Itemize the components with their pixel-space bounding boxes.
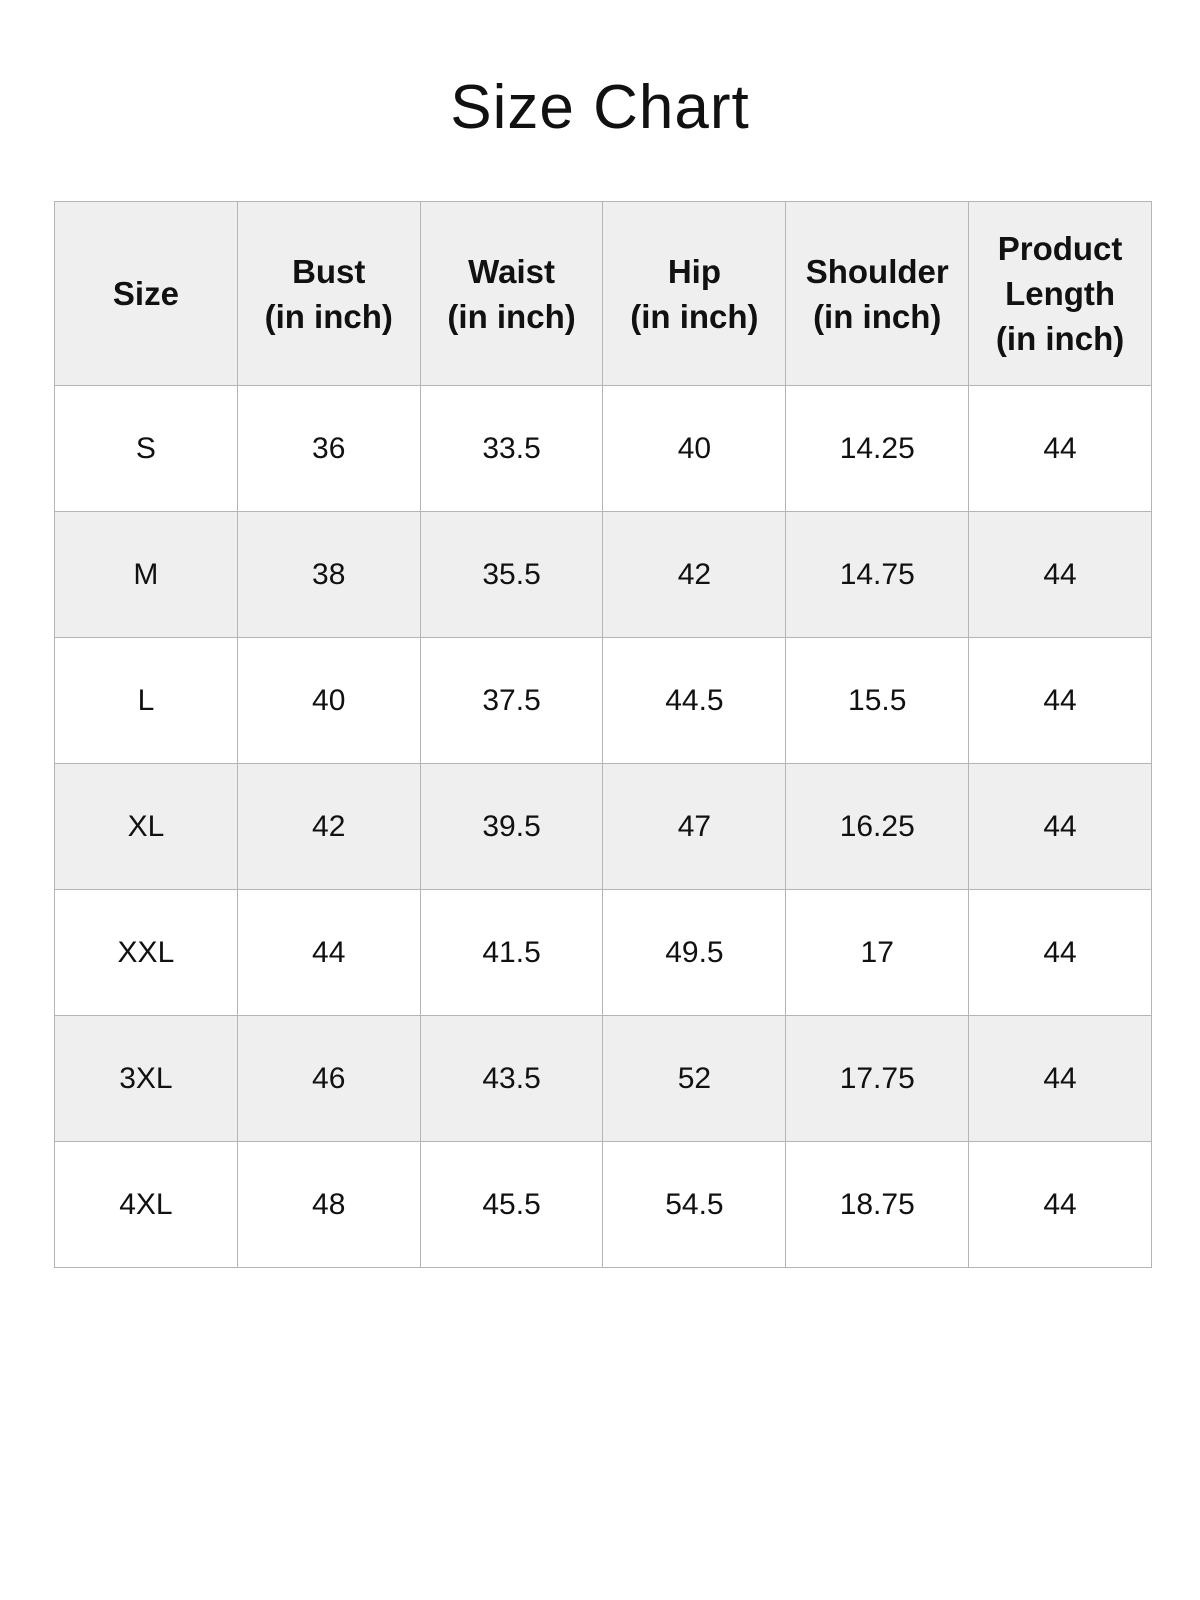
table-cell: 45.5 [419, 1141, 604, 1268]
table-cell: 33.5 [419, 385, 604, 512]
table-cell: 42 [236, 763, 421, 890]
table-cell: 43.5 [419, 1015, 604, 1142]
table-row: XXL 44 41.5 49.5 17 44 [54, 889, 1152, 1016]
table-cell: 17 [785, 889, 970, 1016]
column-header-text: (in inch) [447, 297, 576, 335]
table-row: S 36 33.5 40 14.25 44 [54, 385, 1152, 512]
table-cell: 36 [236, 385, 421, 512]
table-cell: 35.5 [419, 511, 604, 638]
table-cell: 14.75 [785, 511, 970, 638]
table-cell: 46 [236, 1015, 421, 1142]
table-cell: 38 [236, 511, 421, 638]
table-cell: XL [54, 763, 238, 890]
table-cell: 37.5 [419, 637, 604, 764]
column-header: Size [54, 201, 238, 386]
column-header: Product Length (in inch) [968, 201, 1152, 386]
table-cell: 4XL [54, 1141, 238, 1268]
table-cell: 42 [602, 511, 787, 638]
table-row: L 40 37.5 44.5 15.5 44 [54, 637, 1152, 764]
table-cell: M [54, 511, 238, 638]
table-cell: 18.75 [785, 1141, 970, 1268]
column-header-text: Waist [468, 252, 555, 290]
table-row: 3XL 46 43.5 52 17.75 44 [54, 1015, 1152, 1142]
column-header: Waist (in inch) [419, 201, 604, 386]
table-cell: 41.5 [419, 889, 604, 1016]
table-cell: 15.5 [785, 637, 970, 764]
table-cell: 44.5 [602, 637, 787, 764]
table-cell: 3XL [54, 1015, 238, 1142]
table-cell: XXL [54, 889, 238, 1016]
table-cell: L [54, 637, 238, 764]
table-cell: 40 [236, 637, 421, 764]
column-header: Shoulder (in inch) [785, 201, 970, 386]
column-header-text: Size [112, 275, 179, 312]
table-cell: 44 [968, 889, 1152, 1016]
table-cell: 44 [236, 889, 421, 1016]
table-cell: 16.25 [785, 763, 970, 890]
table-cell: 40 [602, 385, 787, 512]
table-cell: 14.25 [785, 385, 970, 512]
column-header-text: Shoulder [805, 252, 949, 290]
table-row: M 38 35.5 42 14.75 44 [54, 511, 1152, 638]
column-header-text: Product [997, 230, 1123, 267]
column-header-text: Hip [667, 252, 721, 290]
table-cell: 44 [968, 385, 1152, 512]
page-title: Size Chart [450, 73, 750, 142]
table-cell: 17.75 [785, 1015, 970, 1142]
table-cell: 48 [236, 1141, 421, 1268]
column-header-text: Length [1005, 275, 1116, 312]
table-cell: S [54, 385, 238, 512]
column-header-text: (in inch) [995, 320, 1125, 357]
column-header-text: (in inch) [813, 297, 942, 335]
column-header-text: (in inch) [630, 297, 759, 335]
table-cell: 47 [602, 763, 787, 890]
table-cell: 52 [602, 1015, 787, 1142]
table-cell: 49.5 [602, 889, 787, 1016]
table-cell: 44 [968, 511, 1152, 638]
column-header: Hip (in inch) [602, 201, 787, 386]
table-cell: 54.5 [602, 1141, 787, 1268]
column-header: Bust (in inch) [236, 201, 421, 386]
table-cell: 44 [968, 637, 1152, 764]
table-cell: 44 [968, 1015, 1152, 1142]
table-cell: 39.5 [419, 763, 604, 890]
column-header-text: Bust [292, 252, 366, 290]
column-header-text: (in inch) [264, 297, 393, 335]
table-cell: 44 [968, 763, 1152, 890]
table-row: XL 42 39.5 47 16.25 44 [54, 763, 1152, 890]
table-cell: 44 [968, 1141, 1152, 1268]
size-chart-table: Size Bust (in inch) Waist (in inch) Hip (in in… [54, 201, 1152, 1268]
table-row: 4XL 48 45.5 54.5 18.75 44 [54, 1141, 1152, 1268]
header-row: Size Bust (in inch) Waist (in inch) Hip (in in… [54, 201, 1152, 386]
